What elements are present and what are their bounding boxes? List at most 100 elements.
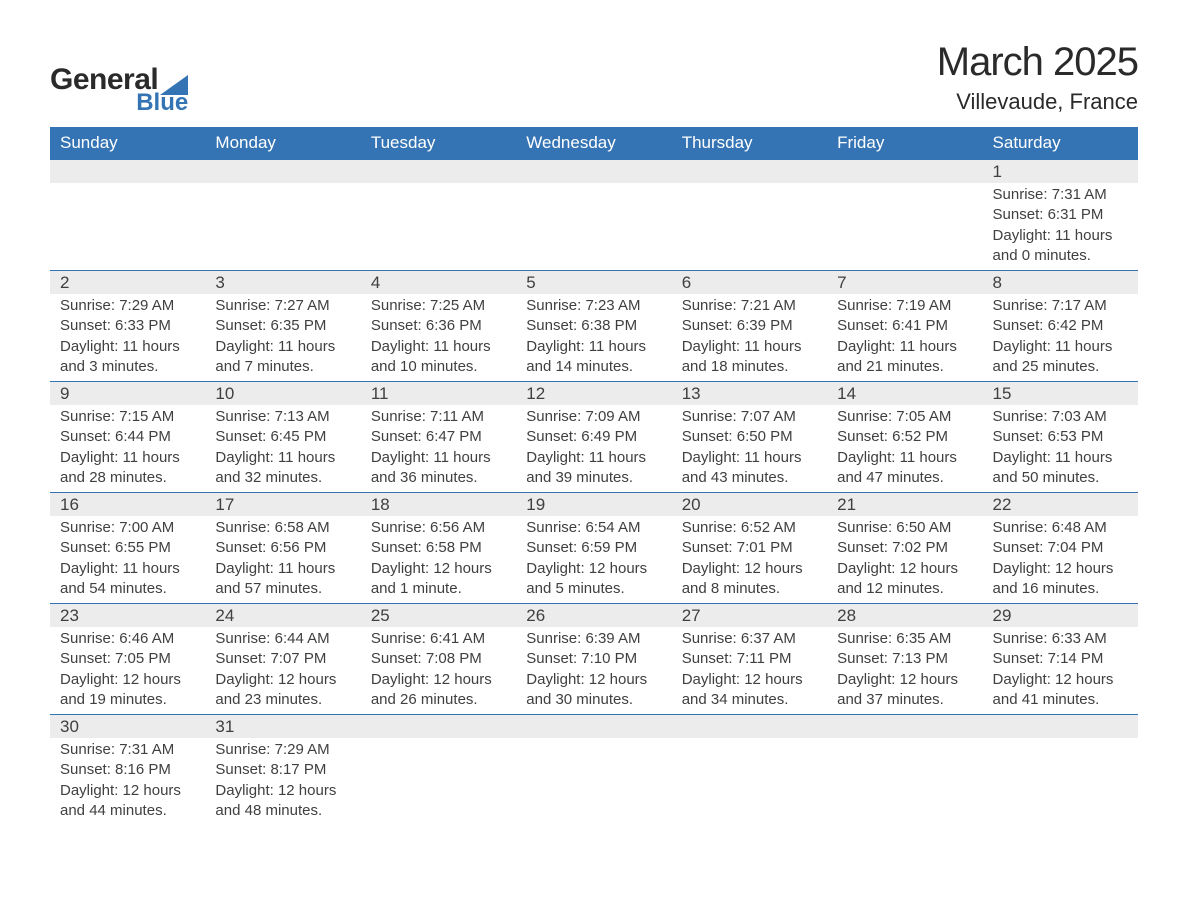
sunrise-text: Sunrise: 6:44 AM (215, 629, 350, 649)
day-content-cell (516, 183, 671, 271)
daylight-text: Daylight: 12 hours (526, 559, 661, 579)
daylight-text: and 48 minutes. (215, 801, 350, 821)
day-number-cell: 4 (361, 271, 516, 295)
day-content-cell: Sunrise: 7:27 AMSunset: 6:35 PMDaylight:… (205, 294, 360, 382)
sunset-text: Sunset: 7:13 PM (837, 649, 972, 669)
sunrise-text: Sunrise: 7:05 AM (837, 407, 972, 427)
sunset-text: Sunset: 8:17 PM (215, 760, 350, 780)
sunset-text: Sunset: 6:50 PM (682, 427, 817, 447)
sunrise-text: Sunrise: 7:15 AM (60, 407, 195, 427)
day-number-cell (516, 715, 671, 739)
day-content-cell: Sunrise: 7:15 AMSunset: 6:44 PMDaylight:… (50, 405, 205, 493)
day-number: 16 (60, 495, 79, 514)
calendar-table: Sunday Monday Tuesday Wednesday Thursday… (50, 127, 1138, 825)
weekday-header-row: Sunday Monday Tuesday Wednesday Thursday… (50, 127, 1138, 160)
day-number-row: 3031 (50, 715, 1138, 739)
day-number-cell: 25 (361, 604, 516, 628)
daylight-text: and 37 minutes. (837, 690, 972, 710)
sunrise-text: Sunrise: 7:23 AM (526, 296, 661, 316)
day-content-cell: Sunrise: 7:13 AMSunset: 6:45 PMDaylight:… (205, 405, 360, 493)
sunrise-text: Sunrise: 6:48 AM (993, 518, 1128, 538)
sunset-text: Sunset: 7:10 PM (526, 649, 661, 669)
day-number-cell: 29 (983, 604, 1138, 628)
weekday-header: Friday (827, 127, 982, 160)
daylight-text: and 16 minutes. (993, 579, 1128, 599)
day-content-cell: Sunrise: 7:31 AMSunset: 8:16 PMDaylight:… (50, 738, 205, 825)
daylight-text: and 0 minutes. (993, 246, 1128, 266)
daylight-text: and 21 minutes. (837, 357, 972, 377)
sunset-text: Sunset: 7:11 PM (682, 649, 817, 669)
day-number: 9 (60, 384, 69, 403)
day-number-cell: 14 (827, 382, 982, 406)
day-content-cell: Sunrise: 6:39 AMSunset: 7:10 PMDaylight:… (516, 627, 671, 715)
daylight-text: and 57 minutes. (215, 579, 350, 599)
daylight-text: and 19 minutes. (60, 690, 195, 710)
day-number-cell (50, 160, 205, 184)
sunrise-text: Sunrise: 6:37 AM (682, 629, 817, 649)
day-number-cell (672, 715, 827, 739)
sunset-text: Sunset: 6:41 PM (837, 316, 972, 336)
weekday-header: Thursday (672, 127, 827, 160)
sunset-text: Sunset: 6:33 PM (60, 316, 195, 336)
day-number-cell: 15 (983, 382, 1138, 406)
day-number: 2 (60, 273, 69, 292)
day-number: 26 (526, 606, 545, 625)
sunrise-text: Sunrise: 7:00 AM (60, 518, 195, 538)
day-number: 1 (993, 162, 1002, 181)
sunrise-text: Sunrise: 7:11 AM (371, 407, 506, 427)
day-number: 7 (837, 273, 846, 292)
daylight-text: Daylight: 11 hours (371, 337, 506, 357)
daylight-text: Daylight: 12 hours (371, 559, 506, 579)
sunrise-text: Sunrise: 6:50 AM (837, 518, 972, 538)
day-number: 6 (682, 273, 691, 292)
sunrise-text: Sunrise: 7:27 AM (215, 296, 350, 316)
daylight-text: and 26 minutes. (371, 690, 506, 710)
sunset-text: Sunset: 7:02 PM (837, 538, 972, 558)
daylight-text: Daylight: 11 hours (215, 448, 350, 468)
sunset-text: Sunset: 7:01 PM (682, 538, 817, 558)
day-number: 10 (215, 384, 234, 403)
sunrise-text: Sunrise: 6:52 AM (682, 518, 817, 538)
daylight-text: and 23 minutes. (215, 690, 350, 710)
sunset-text: Sunset: 6:56 PM (215, 538, 350, 558)
day-content-cell (983, 738, 1138, 825)
daylight-text: Daylight: 11 hours (60, 337, 195, 357)
weekday-header: Wednesday (516, 127, 671, 160)
sunset-text: Sunset: 6:39 PM (682, 316, 817, 336)
sunset-text: Sunset: 6:58 PM (371, 538, 506, 558)
day-content-cell: Sunrise: 7:23 AMSunset: 6:38 PMDaylight:… (516, 294, 671, 382)
sunrise-text: Sunrise: 6:39 AM (526, 629, 661, 649)
sunset-text: Sunset: 7:05 PM (60, 649, 195, 669)
day-content-cell: Sunrise: 6:41 AMSunset: 7:08 PMDaylight:… (361, 627, 516, 715)
title-block: March 2025 Villevaude, France (937, 40, 1138, 115)
sunrise-text: Sunrise: 6:41 AM (371, 629, 506, 649)
daylight-text: Daylight: 12 hours (526, 670, 661, 690)
header: General Blue March 2025 Villevaude, Fran… (50, 40, 1138, 115)
day-content-cell: Sunrise: 7:19 AMSunset: 6:41 PMDaylight:… (827, 294, 982, 382)
day-content-cell: Sunrise: 6:35 AMSunset: 7:13 PMDaylight:… (827, 627, 982, 715)
daylight-text: Daylight: 12 hours (60, 670, 195, 690)
day-number-cell: 5 (516, 271, 671, 295)
day-content-cell: Sunrise: 7:09 AMSunset: 6:49 PMDaylight:… (516, 405, 671, 493)
sunrise-text: Sunrise: 6:56 AM (371, 518, 506, 538)
daylight-text: and 12 minutes. (837, 579, 972, 599)
day-number: 24 (215, 606, 234, 625)
day-content-cell (672, 183, 827, 271)
day-number-cell: 11 (361, 382, 516, 406)
day-content-cell: Sunrise: 6:50 AMSunset: 7:02 PMDaylight:… (827, 516, 982, 604)
daylight-text: Daylight: 12 hours (837, 559, 972, 579)
sunrise-text: Sunrise: 7:17 AM (993, 296, 1128, 316)
day-number-cell: 17 (205, 493, 360, 517)
sunset-text: Sunset: 6:45 PM (215, 427, 350, 447)
daylight-text: Daylight: 12 hours (60, 781, 195, 801)
daylight-text: and 3 minutes. (60, 357, 195, 377)
day-content-cell: Sunrise: 7:29 AMSunset: 6:33 PMDaylight:… (50, 294, 205, 382)
day-number-cell (205, 160, 360, 184)
sunset-text: Sunset: 7:14 PM (993, 649, 1128, 669)
daylight-text: and 43 minutes. (682, 468, 817, 488)
day-content-cell: Sunrise: 6:33 AMSunset: 7:14 PMDaylight:… (983, 627, 1138, 715)
daylight-text: and 32 minutes. (215, 468, 350, 488)
day-content-cell (827, 183, 982, 271)
sunrise-text: Sunrise: 6:35 AM (837, 629, 972, 649)
sunrise-text: Sunrise: 6:46 AM (60, 629, 195, 649)
